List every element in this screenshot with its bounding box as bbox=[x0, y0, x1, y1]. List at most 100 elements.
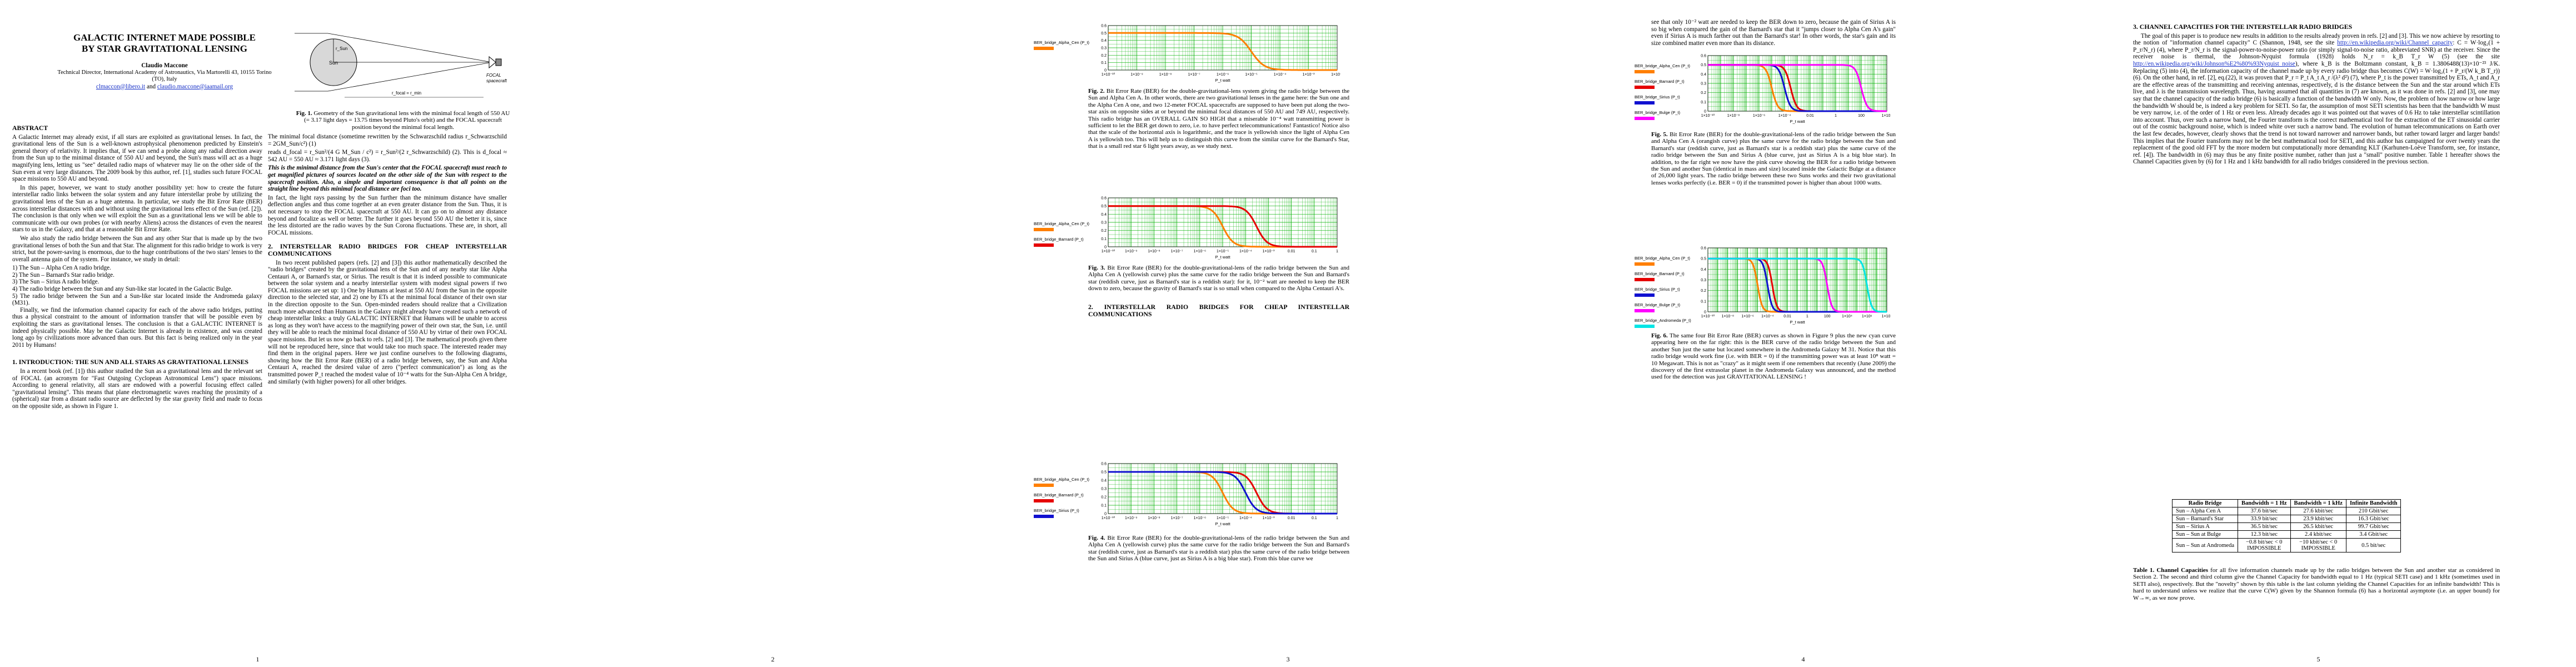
legend-swatch-magenta bbox=[1635, 309, 1655, 312]
sun-lens-geometry bbox=[295, 33, 500, 98]
y-tick-label: 0.1 bbox=[1101, 504, 1107, 508]
page-number: 3 bbox=[1286, 655, 1290, 663]
page-title: GALACTIC INTERNET MADE POSSIBLE BY STAR … bbox=[73, 32, 256, 54]
legend-swatch-red bbox=[1034, 243, 1054, 247]
list-item: 5) The radio bridge between the Sun and … bbox=[12, 292, 262, 307]
x-tick-label: 1 bbox=[1336, 250, 1338, 253]
channel-capacity-link[interactable]: http://en.wikipedia.org/wiki/Channel_cap… bbox=[2337, 39, 2453, 47]
x-tick-label: 1×10⁻⁴ bbox=[1274, 73, 1286, 77]
legend-swatch-magenta bbox=[1635, 117, 1655, 120]
x-tick-label: 1×10⁻⁷ bbox=[1171, 250, 1183, 253]
x-tick-label: 1×10⁻⁵ bbox=[1217, 516, 1229, 520]
x-tick-label: 1×10⁻⁸ bbox=[1148, 516, 1160, 520]
figure-2-chart: 0 0.1 0.2 0.3 0.4 0.5 0.6 1×10⁻¹⁰ 1×10⁻⁹ 1×10⁻⁸ 1×… bbox=[1101, 24, 1341, 83]
y-tick-label: 0 bbox=[1704, 110, 1706, 114]
list-item: 2) The Sun – Barnard's Star radio bridge… bbox=[12, 271, 114, 278]
table-cell: 33.9 bit/sec bbox=[2238, 515, 2291, 523]
x-tick-label: 0.01 bbox=[1806, 114, 1814, 118]
y-tick-label: 0.2 bbox=[1701, 91, 1706, 95]
x-tick-label: 1×10⁻⁶ bbox=[1217, 73, 1229, 77]
table-row: Sun – Sun at Bulge 12.3 bit/sec 2.4 kbit… bbox=[2172, 530, 2401, 539]
legend-swatch-blue bbox=[1635, 101, 1655, 104]
x-tick-label: 1×10⁻⁴ bbox=[1239, 516, 1252, 520]
y-tick-label: 0.3 bbox=[1701, 82, 1706, 86]
figure-5-caption: Fig. 5. Bit Error Rate (BER) for the dou… bbox=[1651, 131, 1896, 186]
legend-swatch-cyan bbox=[1635, 325, 1655, 328]
figure-6-caption-text: The same four Bit Error Rate (BER) curve… bbox=[1651, 332, 1896, 381]
y-tick-label: 0 bbox=[1104, 512, 1107, 516]
author: Claudio Maccone bbox=[141, 62, 188, 69]
table-1-caption-label: Table 1. Channel Capacities bbox=[2133, 567, 2209, 574]
x-tick-label: 1×10⁻¹⁰ bbox=[1701, 113, 1715, 118]
series-line bbox=[1108, 205, 1337, 248]
legend-label: BER_bridge_Barnard (P_t) bbox=[1034, 492, 1084, 497]
figure-2-caption: Fig. 2. Bit Error Rate (BER) for the dou… bbox=[1088, 88, 1349, 150]
x-tick-label: 1×10⁶ bbox=[1862, 315, 1872, 318]
table-cell: −0.8 bit/sec < 0 IMPOSSIBLE bbox=[2238, 538, 2291, 552]
y-tick-label: 0.6 bbox=[1101, 24, 1107, 28]
x-tick-label: 1×10⁸ bbox=[1882, 315, 1890, 318]
focal-label: FOCAL spacecraft bbox=[486, 73, 507, 83]
table-row: Sun – Alpha Cen A 37.6 bit/sec 27.6 kbit… bbox=[2172, 507, 2401, 515]
x-tick-label: 1×10⁻⁶ bbox=[1741, 315, 1753, 318]
y-tick-label: 0.6 bbox=[1101, 462, 1107, 466]
figure-2-caption-label: Fig. 2. bbox=[1088, 88, 1105, 94]
figure-5-caption-label: Fig. 5. bbox=[1651, 131, 1668, 138]
figure-2-legend: BER_bridge_Alpha_Cen (P_t) bbox=[1034, 40, 1089, 56]
x-tick-label: 100 bbox=[1824, 315, 1831, 318]
x-tick-label: 1×10⁻⁵ bbox=[1245, 73, 1257, 77]
legend-label: BER_bridge_Barnard (P_t) bbox=[1034, 237, 1084, 242]
table-header-row: Radio Bridge Bandwidth = 1 Hz Bandwidth … bbox=[2172, 499, 2401, 507]
johnson-nyquist-link[interactable]: http://en.wikipedia.org/wiki/Johnson%E2%… bbox=[2133, 60, 2295, 67]
channel-capacity-table: Radio Bridge Bandwidth = 1 Hz Bandwidth … bbox=[2172, 499, 2401, 552]
x-tick-label: 1×10⁻¹⁰ bbox=[1102, 72, 1115, 77]
x-axis-label: P_t watt bbox=[1215, 521, 1230, 526]
figure-4-legend: BER_bridge_Alpha_Cen (P_t) BER_bridge_Ba… bbox=[1034, 477, 1089, 524]
x-tick-label: 1×10⁻⁸ bbox=[1727, 114, 1740, 118]
y-tick-label: 0.1 bbox=[1101, 237, 1107, 241]
x-tick-label: 1×10⁻⁴ bbox=[1778, 114, 1791, 118]
list-item: 4) The radio bridge between the Sun and … bbox=[12, 286, 233, 293]
legend-swatch-red bbox=[1635, 278, 1655, 281]
x-tick-label: 1×10⁻⁷ bbox=[1188, 73, 1200, 77]
x-tick-label: 1×10⁻⁶ bbox=[1194, 250, 1206, 253]
reads-para: reads d_focal = r_Sun²/(4 G M_Sun / c²) … bbox=[268, 149, 507, 163]
table-cell: Sun – Sun at Andromeda bbox=[2172, 538, 2238, 552]
affiliation: Technical Director, International Academ… bbox=[57, 69, 272, 83]
email-and: and bbox=[146, 83, 156, 90]
table-cell: −10 kbit/sec < 0 IMPOSSIBLE bbox=[2290, 538, 2346, 552]
email-link-1[interactable]: clmaccon@libero.it bbox=[96, 83, 146, 90]
legend-swatch-orange bbox=[1635, 70, 1655, 73]
figure-5-chart: 0 0.1 0.2 0.3 0.4 0.5 0.6 1×10⁻¹⁰ 1×10⁻⁸ 1×10⁻⁶ 1×… bbox=[1701, 54, 1890, 125]
emails: clmaccon@libero.it and claudio.maccone@i… bbox=[53, 83, 276, 91]
y-tick-label: 0 bbox=[1704, 311, 1706, 315]
table-cell: 36.5 bit/sec bbox=[2238, 522, 2291, 531]
x-tick-label: 1×10⁻⁸ bbox=[1722, 315, 1734, 318]
y-tick-label: 0.3 bbox=[1101, 487, 1107, 491]
x-tick-label: 1×10⁻¹⁰ bbox=[1701, 314, 1715, 318]
y-tick-label: 0.2 bbox=[1101, 496, 1107, 500]
plot-frame bbox=[1108, 197, 1338, 247]
legend-swatch-orange bbox=[1034, 484, 1054, 487]
x-tick-label: 1×10⁻³ bbox=[1263, 250, 1275, 253]
x-tick-label: 1×10⁻⁷ bbox=[1171, 516, 1183, 520]
x-tick-label: 1×10⁻¹⁰ bbox=[1102, 249, 1115, 253]
table-cell: Sun – Sirius A bbox=[2172, 522, 2238, 531]
y-tick-label: 0.4 bbox=[1101, 213, 1107, 217]
x-tick-label: 1×10⁻⁸ bbox=[1159, 73, 1172, 77]
table-header-cell: Radio Bridge bbox=[2172, 499, 2238, 507]
list-item: 3) The Sun – Sirius A radio bridge. bbox=[12, 278, 99, 286]
page-4: see that only 10⁻² watt are needed to ke… bbox=[1546, 0, 2061, 667]
x-tick-label: 1×10⁻⁹ bbox=[1125, 516, 1137, 520]
r-sun-label: r_Sun bbox=[336, 46, 347, 51]
figure-1-caption-label: Fig. 1. bbox=[296, 110, 312, 117]
table-cell: 12.3 bit/sec bbox=[2238, 530, 2291, 539]
figure-4-caption: Fig. 4. Bit Error Rate (BER) for the dou… bbox=[1088, 535, 1349, 563]
legend-label: BER_bridge_Alpha_Cen (P_t) bbox=[1034, 477, 1090, 482]
after-para: In fact, the light rays passing by the S… bbox=[268, 194, 507, 236]
table-cell: 210 Gbit/sec bbox=[2345, 507, 2401, 515]
legend-swatch-orange bbox=[1635, 262, 1655, 266]
email-link-2[interactable]: claudio.maccone@iaamail.org bbox=[157, 83, 233, 90]
y-tick-label: 0 bbox=[1104, 69, 1107, 73]
legend-label: BER_bridge_Alpha_Cen (P_t) bbox=[1034, 40, 1090, 45]
